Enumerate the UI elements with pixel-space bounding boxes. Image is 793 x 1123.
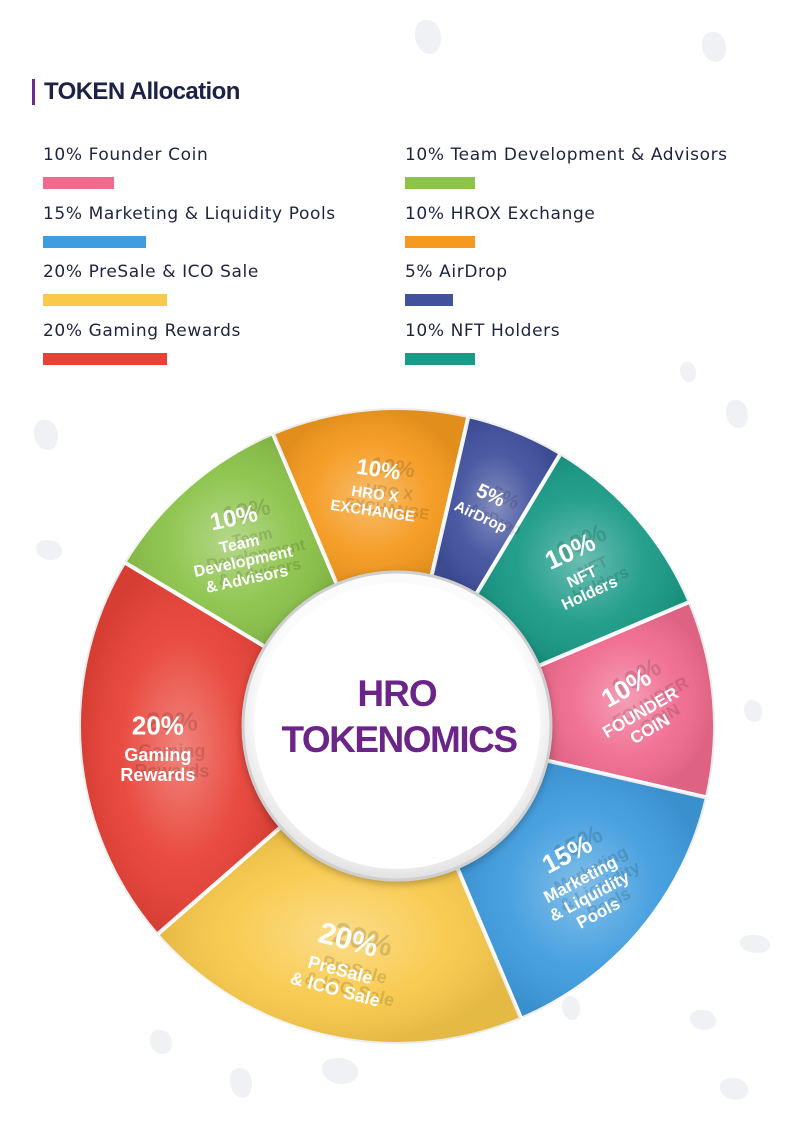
chart-slice-shine: [430, 416, 561, 598]
legend-label: 10% NFT Holders: [405, 321, 561, 341]
legend-swatch: [43, 177, 114, 189]
legend-item: 5% AirDrop: [405, 262, 765, 306]
legend-swatch: [43, 353, 167, 365]
legend-item: 20% PreSale & ICO Sale: [43, 262, 403, 306]
background-decoration: [690, 1010, 716, 1030]
background-decoration: [36, 540, 62, 560]
legend-swatch: [405, 294, 453, 306]
chart-slice-shine: [124, 433, 339, 649]
legend-label: 10% Founder Coin: [43, 145, 209, 165]
legend-item: 20% Gaming Rewards: [43, 321, 403, 365]
center-title-line2: TOKENOMICS: [281, 719, 517, 760]
chart-slices: [77, 406, 717, 1046]
slice-label-echo: HRO X: [365, 481, 414, 504]
background-decoration: [562, 996, 580, 1020]
slice-label-echo: Rewards: [134, 761, 209, 781]
center-face: [254, 583, 540, 869]
legend-swatch: [43, 294, 167, 306]
slice-name-label: HRO X: [350, 483, 399, 506]
chart-slice-shine: [535, 601, 715, 798]
slice-percent-label: 20%: [132, 711, 184, 741]
legend-swatch: [405, 177, 475, 189]
legend: 10% Founder Coin 10% Team Development & …: [0, 145, 793, 375]
legend-item: 10% Founder Coin: [43, 145, 403, 189]
legend-label: 5% AirDrop: [405, 262, 508, 282]
legend-label: 10% Team Development & Advisors: [405, 145, 728, 165]
chart-slice-shine: [272, 408, 469, 588]
background-decoration: [230, 1068, 252, 1098]
background-decoration: [150, 1030, 172, 1054]
slice-percent-label: 10%: [355, 454, 402, 485]
legend-label: 10% HROX Exchange: [405, 204, 596, 224]
background-decoration: [720, 1078, 748, 1100]
slice-name-label: Rewards: [120, 765, 195, 785]
legend-label: 20% PreSale & ICO Sale: [43, 262, 259, 282]
page-title: TOKEN Allocation: [44, 78, 240, 105]
slice-name-label: Gaming: [124, 745, 191, 765]
legend-item: 15% Marketing & Liquidity Pools: [43, 204, 403, 248]
legend-swatch: [405, 236, 475, 248]
background-decoration: [34, 420, 58, 450]
background-decoration: [744, 700, 762, 722]
legend-item: 10% Team Development & Advisors: [405, 145, 765, 189]
background-decoration: [415, 20, 441, 54]
legend-item: 10% NFT Holders: [405, 321, 765, 365]
slice-label-echo: 10%: [369, 452, 416, 483]
background-decoration: [322, 1058, 358, 1084]
background-decoration: [702, 32, 726, 62]
legend-swatch: [43, 236, 146, 248]
background-decoration: [726, 400, 748, 428]
legend-label: 15% Marketing & Liquidity Pools: [43, 204, 336, 224]
chart-slice-shine: [78, 562, 284, 935]
title-accent-bar: [32, 79, 35, 105]
slice-label-echo: Gaming: [138, 741, 205, 761]
legend-swatch: [405, 353, 475, 365]
background-decoration: [680, 362, 696, 382]
chart-slice-shine: [157, 824, 522, 1044]
slice-label-echo: 20%: [146, 707, 198, 737]
chart-slice-shine: [455, 759, 707, 1019]
center-title-line1: HRO: [357, 673, 436, 714]
legend-label: 20% Gaming Rewards: [43, 321, 241, 341]
legend-item: 10% HROX Exchange: [405, 204, 765, 248]
section-header: TOKEN Allocation: [32, 78, 240, 106]
chart-slice-shine: [474, 453, 690, 668]
background-decoration: [740, 935, 770, 953]
